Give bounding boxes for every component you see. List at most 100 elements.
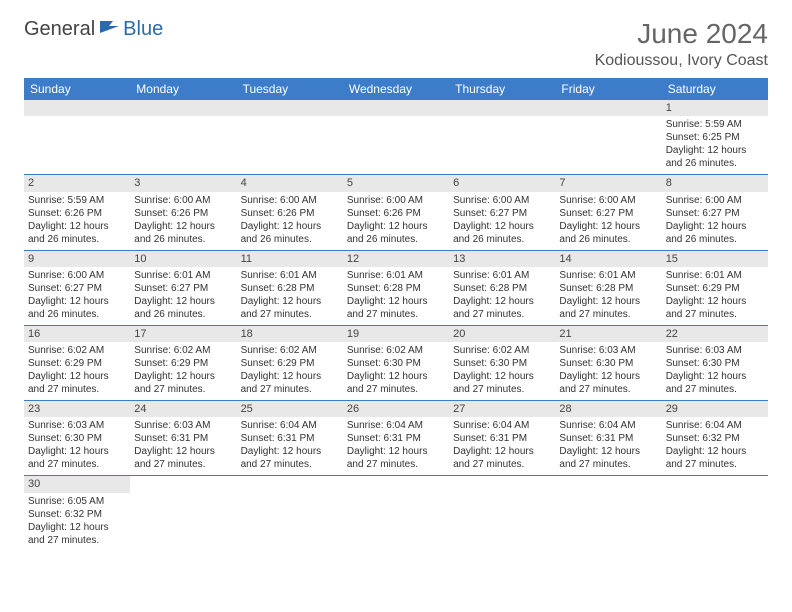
sunset-line: Sunset: 6:29 PM <box>241 357 339 370</box>
header: General Blue June 2024 Kodioussou, Ivory… <box>24 18 768 70</box>
sunrise-line: Sunrise: 6:03 AM <box>28 419 126 432</box>
daylight-line: and 27 minutes. <box>453 308 551 321</box>
sunset-line: Sunset: 6:29 PM <box>666 282 764 295</box>
calendar-cell: 23 Sunrise: 6:03 AMSunset: 6:30 PMDayligh… <box>24 401 130 476</box>
logo-text-blue: Blue <box>123 18 163 41</box>
calendar-cell: 18Sunrise: 6:02 AMSunset: 6:29 PMDayligh… <box>237 325 343 400</box>
day-number: 7 <box>555 175 661 191</box>
calendar-cell: 4Sunrise: 6:00 AMSunset: 6:26 PMDaylight… <box>237 175 343 250</box>
daylight-line: and 27 minutes. <box>28 534 126 547</box>
calendar-cell: 22Sunrise: 6:03 AMSunset: 6:30 PMDayligh… <box>662 325 768 400</box>
calendar-cell-empty <box>343 100 449 175</box>
sunrise-line: Sunrise: 6:01 AM <box>347 269 445 282</box>
daylight-line: and 27 minutes. <box>666 458 764 471</box>
daylight-line: Daylight: 12 hours <box>241 220 339 233</box>
calendar-cell: 3Sunrise: 6:00 AMSunset: 6:26 PMDaylight… <box>130 175 236 250</box>
daylight-line: Daylight: 12 hours <box>453 295 551 308</box>
sunrise-line: Sunrise: 6:00 AM <box>241 194 339 207</box>
sunset-line: Sunset: 6:26 PM <box>134 207 232 220</box>
sunrise-line: Sunrise: 6:01 AM <box>241 269 339 282</box>
calendar-week: 23Sunrise: 6:03 AMSunset: 6:30 PMDayligh… <box>24 401 768 476</box>
calendar-cell: 5Sunrise: 6:00 AMSunset: 6:26 PMDaylight… <box>343 175 449 250</box>
sunset-line: Sunset: 6:31 PM <box>559 432 657 445</box>
daylight-line: and 27 minutes. <box>28 458 126 471</box>
daylight-line: Daylight: 12 hours <box>666 144 764 157</box>
daylight-line: Daylight: 12 hours <box>134 295 232 308</box>
sunset-line: Sunset: 6:29 PM <box>28 357 126 370</box>
day-header: Monday <box>130 78 236 100</box>
sunrise-line: Sunrise: 6:02 AM <box>347 344 445 357</box>
sunrise-line: Sunrise: 5:59 AM <box>666 118 764 131</box>
calendar-cell: 9Sunrise: 6:00 AMSunset: 6:27 PMDaylight… <box>24 250 130 325</box>
sunset-line: Sunset: 6:28 PM <box>453 282 551 295</box>
sunrise-line: Sunrise: 6:01 AM <box>666 269 764 282</box>
sunrise-line: Sunrise: 6:02 AM <box>453 344 551 357</box>
sunrise-line: Sunrise: 6:02 AM <box>28 344 126 357</box>
daylight-line: and 27 minutes. <box>347 383 445 396</box>
calendar-cell-empty <box>449 100 555 175</box>
sunrise-line: Sunrise: 6:01 AM <box>134 269 232 282</box>
calendar-cell: 29Sunrise: 6:04 AMSunset: 6:32 PMDayligh… <box>662 401 768 476</box>
calendar-cell-empty <box>237 100 343 175</box>
sunrise-line: Sunrise: 6:05 AM <box>28 495 126 508</box>
daylight-line: Daylight: 12 hours <box>666 370 764 383</box>
daylight-line: and 26 minutes. <box>28 308 126 321</box>
day-number: 13 <box>449 251 555 267</box>
calendar-cell-empty <box>237 476 343 551</box>
calendar-cell: 10Sunrise: 6:01 AMSunset: 6:27 PMDayligh… <box>130 250 236 325</box>
calendar-cell-empty <box>555 476 661 551</box>
calendar-cell-empty <box>343 476 449 551</box>
sunset-line: Sunset: 6:26 PM <box>28 207 126 220</box>
sunrise-line: Sunrise: 6:04 AM <box>666 419 764 432</box>
daylight-line: Daylight: 12 hours <box>453 220 551 233</box>
calendar-cell: 13Sunrise: 6:01 AMSunset: 6:28 PMDayligh… <box>449 250 555 325</box>
daylight-line: and 27 minutes. <box>241 308 339 321</box>
day-number: 20 <box>449 326 555 342</box>
sunrise-line: Sunrise: 6:00 AM <box>28 269 126 282</box>
day-number: 17 <box>130 326 236 342</box>
sunrise-line: Sunrise: 6:02 AM <box>241 344 339 357</box>
daylight-line: Daylight: 12 hours <box>666 445 764 458</box>
daynum-empty <box>130 100 236 116</box>
daylight-line: Daylight: 12 hours <box>28 220 126 233</box>
sunset-line: Sunset: 6:30 PM <box>28 432 126 445</box>
day-number: 21 <box>555 326 661 342</box>
sunset-line: Sunset: 6:31 PM <box>134 432 232 445</box>
day-number: 15 <box>662 251 768 267</box>
sunset-line: Sunset: 6:29 PM <box>134 357 232 370</box>
day-number: 11 <box>237 251 343 267</box>
sunrise-line: Sunrise: 6:00 AM <box>453 194 551 207</box>
sunrise-line: Sunrise: 6:03 AM <box>134 419 232 432</box>
sunrise-line: Sunrise: 6:04 AM <box>559 419 657 432</box>
day-number: 4 <box>237 175 343 191</box>
sunrise-line: Sunrise: 5:59 AM <box>28 194 126 207</box>
title-block: June 2024 Kodioussou, Ivory Coast <box>595 18 768 70</box>
day-number: 5 <box>343 175 449 191</box>
day-number: 23 <box>24 401 130 417</box>
sunset-line: Sunset: 6:28 PM <box>347 282 445 295</box>
sunrise-line: Sunrise: 6:04 AM <box>241 419 339 432</box>
calendar-table: SundayMondayTuesdayWednesdayThursdayFrid… <box>24 78 768 551</box>
daylight-line: Daylight: 12 hours <box>666 220 764 233</box>
daylight-line: and 27 minutes. <box>453 383 551 396</box>
daylight-line: and 26 minutes. <box>666 233 764 246</box>
calendar-cell: 19Sunrise: 6:02 AMSunset: 6:30 PMDayligh… <box>343 325 449 400</box>
calendar-cell: 15Sunrise: 6:01 AMSunset: 6:29 PMDayligh… <box>662 250 768 325</box>
calendar-cell: 30Sunrise: 6:05 AMSunset: 6:32 PMDayligh… <box>24 476 130 551</box>
day-number: 1 <box>662 100 768 116</box>
sunrise-line: Sunrise: 6:04 AM <box>453 419 551 432</box>
daylight-line: Daylight: 12 hours <box>134 220 232 233</box>
daylight-line: and 27 minutes. <box>453 458 551 471</box>
daylight-line: and 27 minutes. <box>28 383 126 396</box>
daylight-line: Daylight: 12 hours <box>453 445 551 458</box>
daylight-line: Daylight: 12 hours <box>134 445 232 458</box>
calendar-cell: 12Sunrise: 6:01 AMSunset: 6:28 PMDayligh… <box>343 250 449 325</box>
day-number: 29 <box>662 401 768 417</box>
daylight-line: and 26 minutes. <box>134 308 232 321</box>
calendar-cell: 28Sunrise: 6:04 AMSunset: 6:31 PMDayligh… <box>555 401 661 476</box>
sunset-line: Sunset: 6:26 PM <box>347 207 445 220</box>
day-number: 26 <box>343 401 449 417</box>
sunrise-line: Sunrise: 6:00 AM <box>134 194 232 207</box>
daylight-line: Daylight: 12 hours <box>28 445 126 458</box>
sunrise-line: Sunrise: 6:00 AM <box>559 194 657 207</box>
